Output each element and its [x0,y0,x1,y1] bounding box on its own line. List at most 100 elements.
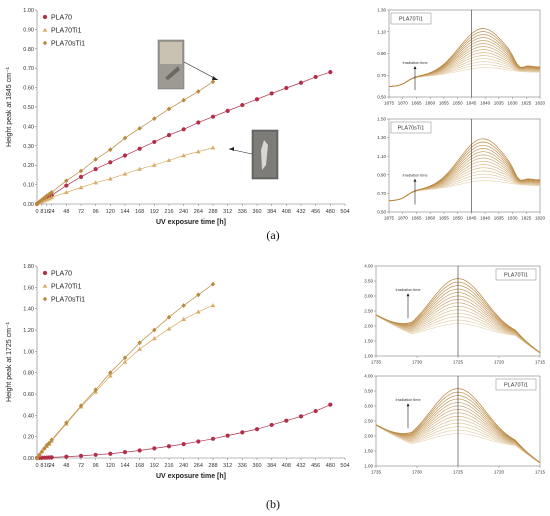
data-point-pla70sti1 [42,446,47,451]
x-tick-label: 432 [296,463,305,469]
data-point-pla70 [225,108,230,113]
annotation-arrowhead [406,403,410,407]
data-point-pla70 [108,451,113,456]
data-point-pla70 [64,183,69,188]
data-point-pla70sti1 [37,199,42,205]
x-tick-label: 432 [296,209,305,215]
chart-a-inset-pla70sti1: 0.50 0.70 0.90 1.10 1.30 1.50 1875 1870 1865 1860… [377,117,545,221]
y-tick-label: 0.40 [23,413,34,419]
data-point-pla70 [313,74,318,80]
y-tick-label: 0.60 [23,86,34,92]
x-tick-label: 456 [311,463,320,469]
annotation-label: Irradiation time [402,174,427,178]
data-point-pla70 [225,433,230,438]
data-point-pla70 [284,85,289,91]
x-tick-label: 240 [179,209,188,215]
x-tick-label: 312 [223,209,232,215]
data-point-pla70ti1 [49,195,54,200]
x-tick-label: 336 [238,463,247,469]
y-axis-title: Height peak at 1845 cm⁻¹ [6,66,13,147]
data-point-pla70 [240,102,245,108]
data-point-pla70ti1 [181,153,186,158]
data-point-pla70sti1 [137,125,142,131]
data-point-pla70 [298,414,304,419]
annotation-label: Irradiation time [395,288,420,292]
annotation-arrowhead [413,65,417,69]
data-point-pla70 [108,160,113,165]
x-tick-label: 24 [49,209,55,215]
data-point-pla70 [137,448,142,453]
data-point-pla70 [328,69,333,75]
x-tick-label: 1725 [453,470,464,475]
legend-label-pla70ti1: PLA70Ti1 [51,283,82,290]
x-tick-label: 384 [267,209,276,215]
data-point-pla70sti1 [78,168,84,174]
data-point-pla70ti1 [210,145,216,150]
legend-label-pla70sti1: PLA70sTi1 [51,40,85,47]
x-tick-label: 0 [35,463,38,469]
y-tick-label: 3.50 [364,389,373,394]
data-point-pla70sti1 [108,370,113,376]
x-tick-label: 1735 [371,470,382,475]
x-tick-label: 336 [238,209,247,215]
x-tick-label: 16 [44,463,50,469]
y-tick-label: 0.10 [23,183,34,189]
x-tick-label: 384 [267,463,276,469]
x-tick-label: 1730 [412,360,423,365]
y-tick-label: 2.00 [364,434,373,439]
data-point-pla70sti1 [122,355,128,361]
data-point-pla70sti1 [78,403,84,409]
x-tick-label: 8 [40,463,43,469]
x-tick-label: 8 [40,209,43,215]
data-point-pla70ti1 [166,157,172,163]
sample-photo-sTi1 [157,39,219,90]
y-tick-label: 2.50 [364,309,373,314]
x-tick-label: 1720 [494,470,505,475]
data-point-pla70 [269,91,274,96]
y-tick-label: 0.20 [23,163,34,169]
y-tick-label: 0.40 [23,124,34,130]
x-tick-label: 1840 [480,101,491,106]
x-tick-label: 264 [194,463,203,469]
data-point-pla70ti1 [93,180,98,185]
y-tick-label: 1.10 [377,29,386,34]
inset-title: PLA70Ti1 [504,383,528,389]
legend-marker-pla70ti1 [42,27,48,32]
annotation-label: Irradiation time [395,398,420,402]
data-point-pla70sti1 [152,327,157,333]
spectrum-curve [388,28,540,87]
data-point-pla70 [78,453,84,458]
data-point-pla70 [328,402,333,407]
series-line-pla70 [36,404,331,459]
data-point-pla70ti1 [46,196,52,201]
data-point-pla70 [196,120,201,125]
y-tick-label: 2.00 [364,324,373,329]
data-point-pla70ti1 [196,149,201,154]
x-tick-label: 1845 [466,216,477,221]
x-tick-label: 1725 [453,360,464,365]
data-point-pla70 [298,80,304,85]
data-point-pla70ti1 [108,176,113,181]
x-tick-label: 1715 [535,360,546,365]
inset-title: PLA70Ti1 [504,273,528,279]
inset-title-box [390,12,432,25]
legend-label-pla70: PLA70 [51,14,72,21]
y-tick-label: 1.00 [364,354,373,359]
data-point-pla70 [166,133,172,138]
data-point-pla70sti1 [196,89,201,94]
y-tick-label: 3.00 [364,404,373,409]
x-tick-label: 1875 [384,101,395,106]
legend-label-pla70ti1: PLA70Ti1 [51,27,82,34]
data-point-pla70sti1 [39,449,45,454]
data-point-pla70 [240,430,245,435]
chart-b-inset-1: 1.00 1.50 2.00 2.50 3.00 3.50 4.00 1735 1730 1725… [364,264,545,365]
x-tick-label: 0 [35,209,38,215]
x-tick-label: 1860 [425,216,436,221]
data-point-pla70sti1 [181,303,186,308]
annotation-arrowhead [406,293,410,297]
x-axis-title: UV exposure time [h] [156,473,226,480]
x-tick-label: 360 [252,463,261,469]
x-tick-label: 216 [164,463,173,469]
y-tick-label: 0.90 [23,27,34,33]
